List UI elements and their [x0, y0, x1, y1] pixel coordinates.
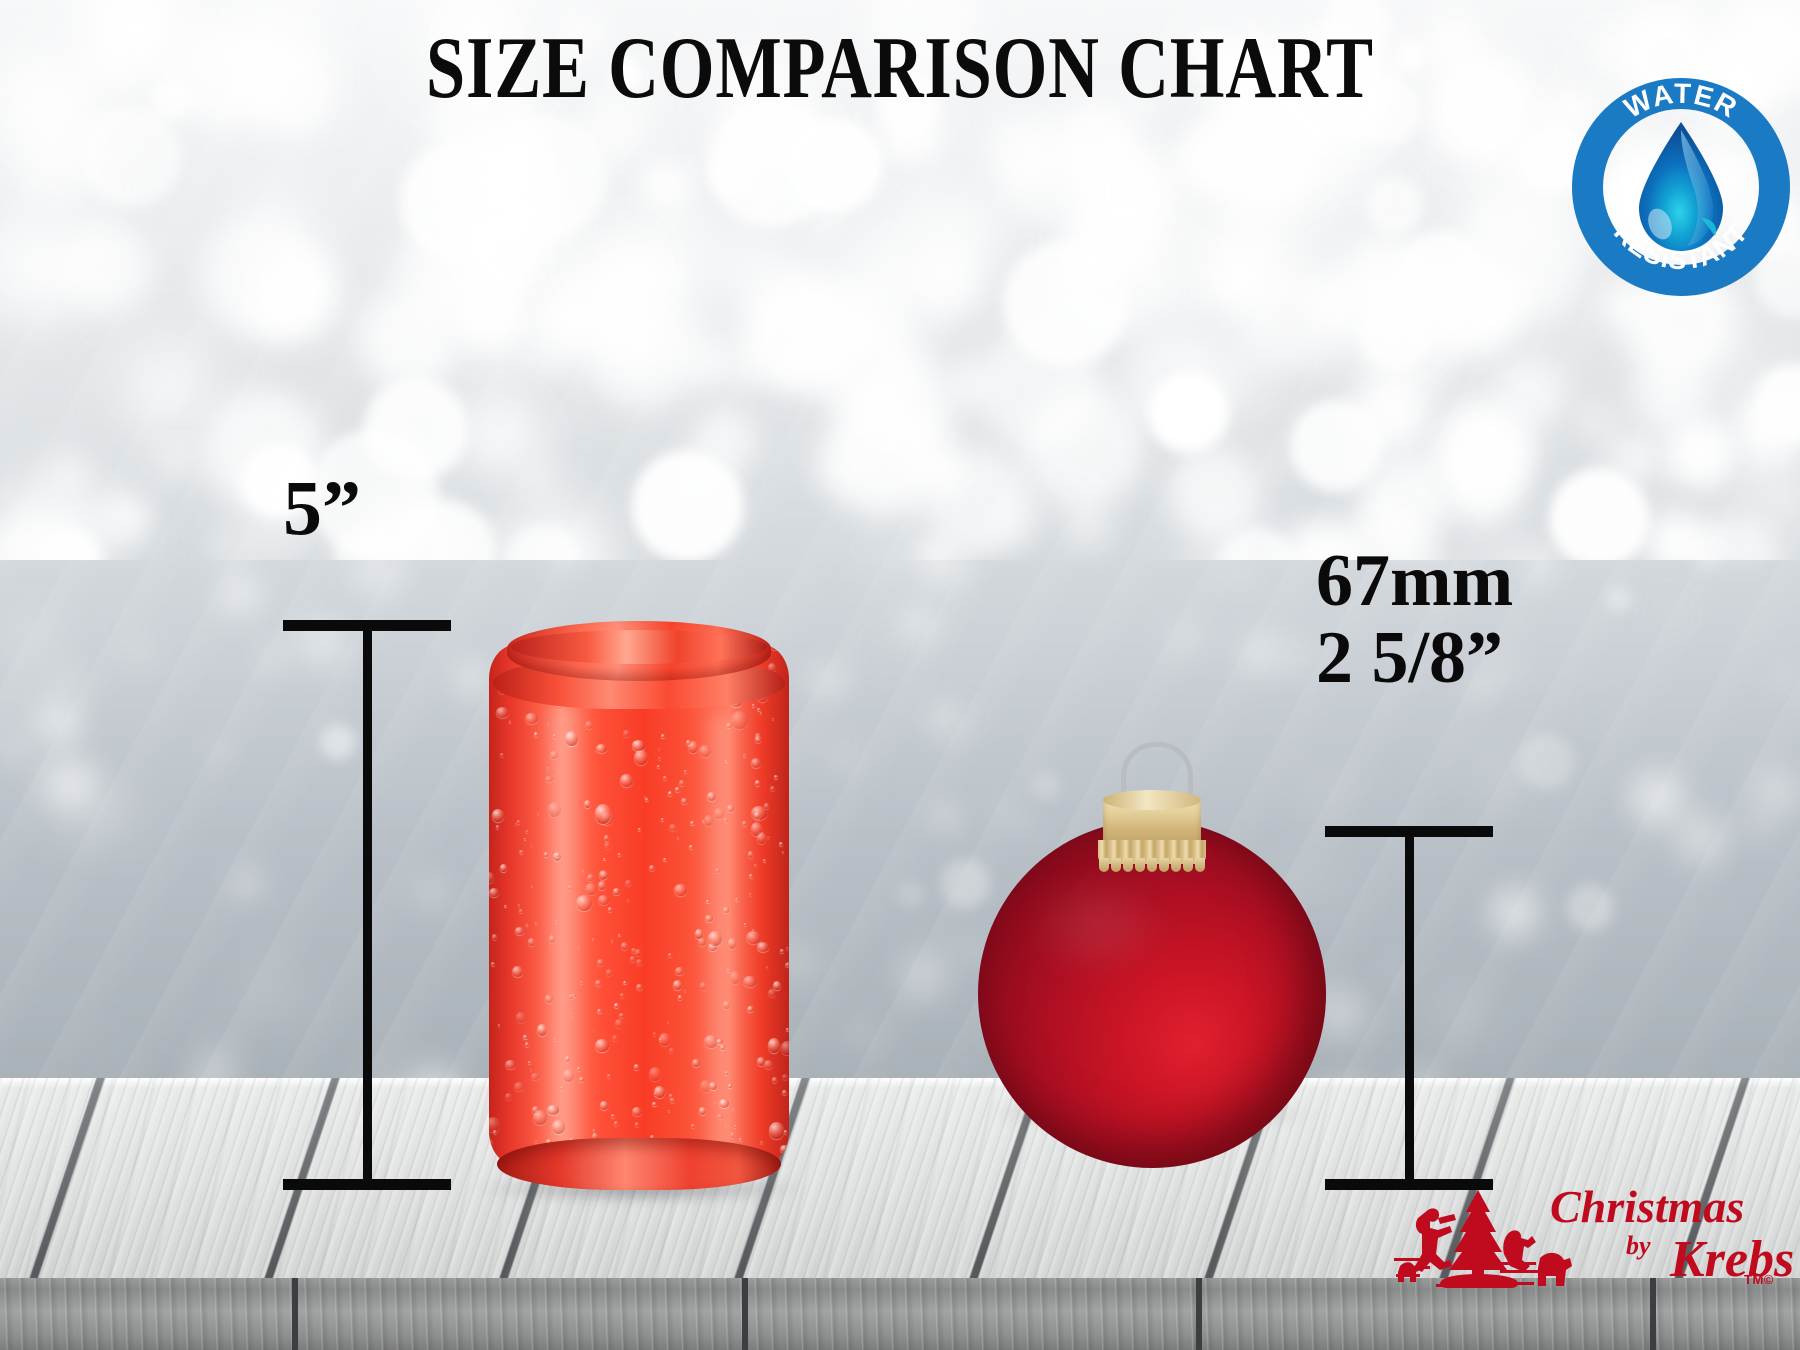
- dimension-label-can: 5”: [283, 464, 361, 551]
- ornament-wire-hook: [1121, 742, 1193, 809]
- dimension-tick-bottom-can: [283, 1179, 451, 1190]
- dimension-line-can: [363, 620, 372, 1190]
- brand-trademark: TM©: [1744, 1272, 1774, 1287]
- floor-highlight: [0, 1078, 1800, 1088]
- brand-line-krebs: Krebs: [1669, 1231, 1794, 1288]
- dimension-tick-bottom-ornament: [1325, 1179, 1493, 1190]
- page-title: SIZE COMPARISON CHART: [426, 20, 1374, 117]
- can-body: [489, 645, 789, 1165]
- dimension-line-ornament: [1405, 826, 1414, 1190]
- red-matte-ornament: [978, 742, 1326, 1168]
- can-highlight-left: [541, 705, 587, 1165]
- water-drop-icon: [1639, 122, 1723, 251]
- dimension-label-ornament-metric: 67mm: [1316, 540, 1514, 622]
- floor-front-edge: [0, 1278, 1800, 1350]
- svg-text:WATER: WATER: [1619, 78, 1743, 124]
- wood-plank-floor: [0, 1078, 1800, 1350]
- can-rim: [511, 630, 767, 664]
- bokeh-particles-mid: [0, 430, 1800, 1110]
- dimension-label-ornament-imperial: 2 5/8”: [1316, 617, 1504, 700]
- ornament-sheen: [1022, 870, 1172, 980]
- ornament-crown-teeth: [1098, 858, 1206, 872]
- krebs-wordmark: Christmas by Krebs: [1550, 1181, 1794, 1288]
- christmas-by-krebs-logo: Christmas by Krebs TM©: [1392, 1181, 1794, 1318]
- can-bottom: [497, 1138, 781, 1190]
- christmas-tree-scene-icon: [1394, 1190, 1572, 1288]
- dimension-label-ornament: 67mm 2 5/8”: [1316, 543, 1513, 700]
- water-resistant-badge: WATER RESISTANT: [1572, 78, 1790, 296]
- ornament-ball: [978, 820, 1326, 1168]
- brand-line-christmas: Christmas: [1550, 1181, 1744, 1232]
- red-soda-can: [471, 621, 811, 1204]
- brand-line-by: by: [1626, 1231, 1651, 1260]
- ornament-cap-top: [1103, 790, 1201, 810]
- floor-edge-grain: [0, 1278, 1800, 1350]
- badge-top-text: WATER: [1619, 78, 1742, 124]
